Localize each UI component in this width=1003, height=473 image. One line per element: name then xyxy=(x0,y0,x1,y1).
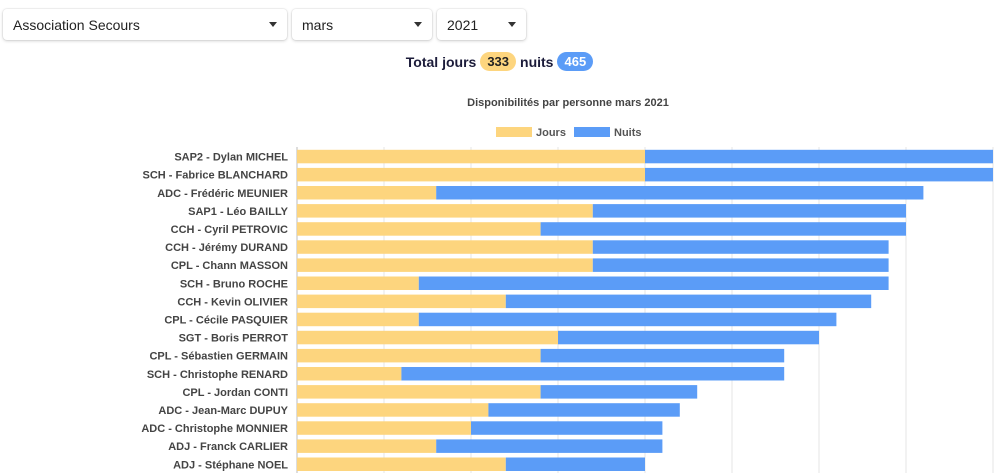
bar-nuits xyxy=(488,403,680,417)
chart-legend: Jours Nuits xyxy=(496,127,642,139)
bar-nuits xyxy=(540,385,698,399)
category-label: CPL - Cécile PASQUIER xyxy=(164,314,288,326)
category-label: CPL - Sébastien GERMAIN xyxy=(149,351,288,363)
bar-jours xyxy=(297,258,593,272)
bar-nuits xyxy=(540,222,906,236)
category-label: CPL - Chann MASSON xyxy=(171,260,288,272)
totals-summary: Total jours 333 nuits 465 xyxy=(0,52,1003,71)
category-label: ADJ - Franck CARLIER xyxy=(168,441,288,453)
category-label: ADJ - Stéphane NOEL xyxy=(173,459,288,471)
bar-nuits xyxy=(505,294,872,309)
bar-jours xyxy=(297,294,506,309)
category-label: CCH - Kevin OLIVIER xyxy=(177,296,288,308)
bar-nuits xyxy=(436,186,924,200)
bar-nuits xyxy=(645,167,993,182)
category-label: CCH - Cyril PETROVIC xyxy=(171,224,288,236)
month-select-value: mars xyxy=(302,16,334,33)
bar-nuits xyxy=(540,348,785,363)
category-label: ADC - Jean-Marc DUPUY xyxy=(158,405,288,417)
total-jours-label: Total jours xyxy=(405,53,477,70)
bar-jours xyxy=(297,276,419,290)
bar-jours xyxy=(297,439,437,453)
bar-nuits xyxy=(436,439,663,453)
association-select[interactable]: Association Secours xyxy=(3,9,287,40)
bar-jours xyxy=(297,312,419,327)
chevron-down-icon xyxy=(414,22,422,27)
bar-jours xyxy=(297,330,558,345)
category-label: SAP1 - Léo BAILLY xyxy=(188,206,288,218)
chevron-down-icon xyxy=(508,22,516,27)
chart-title: Disponibilités par personne mars 2021 xyxy=(467,97,669,109)
bar-nuits xyxy=(645,149,993,164)
bar-jours xyxy=(297,204,593,218)
bar-jours xyxy=(297,240,593,254)
bar-jours xyxy=(297,457,506,471)
bar-jours xyxy=(297,167,645,182)
chevron-down-icon xyxy=(269,22,277,27)
category-label: ADC - Christophe MONNIER xyxy=(141,423,288,435)
bar-jours xyxy=(297,367,402,381)
year-select[interactable]: 2021 xyxy=(437,9,526,40)
bar-jours xyxy=(297,421,471,435)
association-select-value: Association Secours xyxy=(13,16,140,33)
legend-swatch xyxy=(574,127,610,137)
chart-bars xyxy=(297,149,993,471)
category-label: SCH - Bruno ROCHE xyxy=(180,278,288,290)
legend-label: Nuits xyxy=(614,127,642,139)
bar-nuits xyxy=(592,258,889,272)
bar-nuits xyxy=(418,276,889,290)
total-jours-badge: 333 xyxy=(480,52,517,71)
bar-jours xyxy=(297,149,645,164)
bar-nuits xyxy=(401,367,785,381)
year-select-value: 2021 xyxy=(447,16,479,33)
bar-nuits xyxy=(558,330,819,345)
chart-category-labels: SAP2 - Dylan MICHEL SCH - Fabrice BLANCHA… xyxy=(141,152,288,472)
category-label: SCH - Christophe RENARD xyxy=(147,369,288,381)
legend-swatch xyxy=(496,127,532,137)
month-select[interactable]: mars xyxy=(292,9,432,40)
bar-jours xyxy=(297,222,541,236)
bar-nuits xyxy=(592,240,889,254)
category-label: ADC - Frédéric MEUNIER xyxy=(157,188,288,200)
bar-jours xyxy=(297,403,489,417)
bar-jours xyxy=(297,348,541,363)
category-label: SAP2 - Dylan MICHEL xyxy=(174,152,288,164)
bar-nuits xyxy=(418,312,837,327)
total-nuits-badge: 465 xyxy=(557,52,594,71)
category-label: CPL - Jordan CONTI xyxy=(182,387,288,399)
category-label: SCH - Fabrice BLANCHARD xyxy=(143,170,289,182)
total-nuits-label: nuits xyxy=(520,53,554,70)
bar-nuits xyxy=(471,421,663,435)
bar-jours xyxy=(297,385,541,399)
bar-jours xyxy=(297,186,437,200)
bar-nuits xyxy=(505,457,645,471)
bar-nuits xyxy=(592,204,906,218)
legend-label: Jours xyxy=(536,127,566,139)
category-label: SGT - Boris PERROT xyxy=(179,333,289,345)
category-label: CCH - Jérémy DURAND xyxy=(165,242,288,254)
